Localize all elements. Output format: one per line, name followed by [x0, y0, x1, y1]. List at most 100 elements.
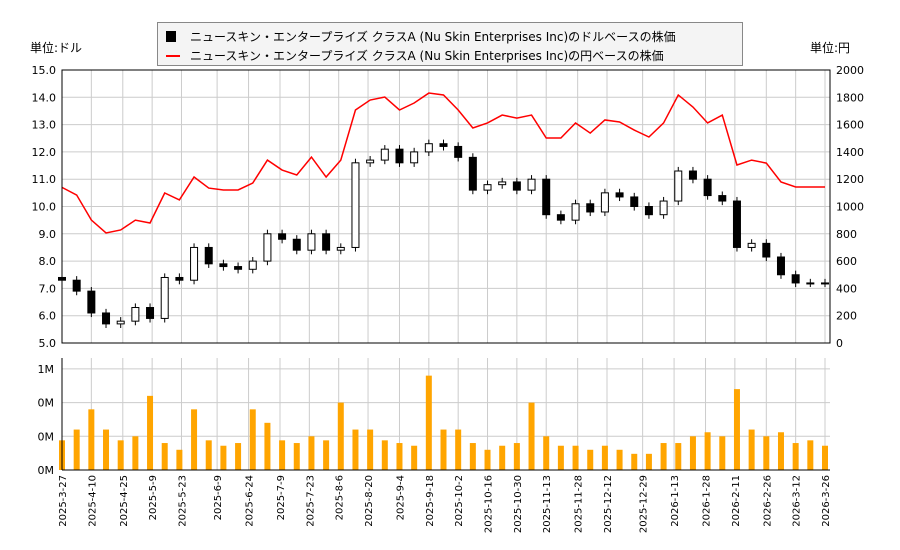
x-axis-date-label: 2025-12-12 [603, 475, 614, 533]
legend-label-usd: ニュースキン・エンタープライズ クラスA (Nu Skin Enterprise… [190, 30, 676, 44]
left-axis-tick-label: 13.0 [32, 119, 57, 132]
legend-item-jpy: ニュースキン・エンタープライズ クラスA (Nu Skin Enterprise… [166, 47, 664, 64]
candle-body [219, 263, 228, 268]
volume-bar [543, 436, 550, 470]
volume-bar [88, 409, 95, 470]
x-axis-date-label: 2025-10-2 [454, 475, 465, 527]
candle-body [380, 148, 389, 161]
right-axis-tick-label: 200 [836, 310, 857, 323]
x-axis-date-label: 2025-8-6 [335, 475, 346, 520]
right-axis-tick-label: 600 [836, 255, 857, 268]
right-axis-tick-label: 800 [836, 228, 857, 241]
candle-body [468, 156, 477, 191]
x-axis-date-label: 2026-1-28 [702, 475, 713, 527]
x-axis-date-label: 2026-3-12 [792, 475, 803, 527]
x-axis-date-label: 2025-7-9 [276, 475, 287, 520]
volume-bar [748, 429, 755, 470]
candle-body [204, 246, 213, 265]
x-axis-date-label: 2025-12-29 [639, 475, 650, 533]
right-unit-label: 単位:円 [810, 41, 851, 55]
volume-bar [822, 445, 828, 470]
red-line-icon [166, 54, 180, 57]
left-axis-tick-label: 5.0 [39, 337, 57, 350]
candle-body [351, 162, 360, 248]
x-axis-date-label: 2025-3-27 [58, 475, 69, 527]
price-plot-frame [61, 69, 831, 344]
volume-bar [161, 443, 168, 470]
candle-body [439, 143, 448, 147]
left-axis-tick-label: 11.0 [32, 173, 57, 186]
volume-bar [513, 443, 520, 470]
volume-bar [279, 440, 286, 470]
candle-body [102, 312, 111, 325]
volume-bar [484, 449, 491, 470]
candle-body [644, 206, 653, 216]
volume-bar [220, 445, 227, 470]
volume-bar [645, 453, 652, 470]
candle-body [190, 246, 199, 281]
x-axis-date-label: 2026-2-11 [731, 475, 742, 527]
x-axis-date-label: 2026-1-13 [670, 475, 681, 527]
volume-axis-tick-label: 0M [38, 430, 55, 443]
volume-bar [396, 443, 403, 470]
candle-body [72, 279, 81, 292]
left-axis-tick-label: 8.0 [39, 255, 57, 268]
volume-bar [73, 429, 80, 470]
candle-body [498, 181, 507, 186]
x-axis-date-label: 2025-6-9 [213, 475, 224, 520]
candle-body [821, 282, 829, 285]
candle-body [263, 233, 272, 262]
volume-bar [455, 429, 462, 470]
candle-body [424, 143, 433, 153]
volume-bar [147, 395, 154, 470]
candle-body [336, 246, 345, 251]
volume-bar [264, 422, 271, 470]
volume-bar [675, 443, 682, 470]
volume-bar [660, 443, 667, 470]
left-axis-tick-label: 15.0 [32, 64, 57, 77]
candle-body [791, 274, 800, 284]
x-axis-date-label: 2025-9-18 [425, 475, 436, 527]
candle-body [248, 260, 257, 270]
volume-bar [689, 436, 696, 470]
volume-bar [807, 440, 814, 470]
legend-label-jpy: ニュースキン・エンタープライズ クラスA (Nu Skin Enterprise… [190, 49, 664, 63]
x-axis-date-label: 2025-4-10 [87, 475, 98, 527]
left-axis-tick-label: 9.0 [39, 228, 57, 241]
volume-bar [777, 432, 784, 470]
candle-body [512, 181, 521, 191]
volume-bar [367, 429, 374, 470]
candle-body [586, 203, 595, 213]
candle-body [703, 178, 712, 197]
volume-bar [411, 445, 418, 470]
volume-bar [733, 389, 740, 470]
candle-body [454, 145, 463, 158]
right-axis-tick-label: 0 [836, 337, 843, 350]
left-axis-tick-label: 10.0 [32, 201, 57, 214]
volume-bar [308, 436, 315, 470]
candle-body [278, 233, 287, 240]
volume-axis-tick-label: 0M [38, 464, 55, 477]
volume-bar [763, 436, 770, 470]
right-axis-tick-label: 1800 [836, 91, 864, 104]
candle-body [615, 192, 624, 198]
x-axis-date-label: 2025-10-16 [484, 475, 495, 533]
legend: ニュースキン・エンタープライズ クラスA (Nu Skin Enterprise… [157, 22, 743, 66]
candle-body [688, 170, 697, 180]
volume-axis-tick-label: 1M [38, 363, 55, 376]
candle-body [806, 282, 815, 285]
jpy-price-line [61, 92, 825, 234]
candle-body [674, 170, 683, 202]
black-square-icon [166, 31, 176, 42]
candle-body [747, 242, 756, 248]
volume-bar [469, 443, 476, 470]
volume-bar [103, 429, 110, 470]
volume-bar [572, 445, 579, 470]
x-axis-date-label: 2025-11-13 [542, 475, 553, 533]
volume-bar [235, 443, 242, 470]
candle-body [732, 200, 741, 248]
volume-bar [352, 429, 359, 470]
volume-bar [557, 445, 564, 470]
